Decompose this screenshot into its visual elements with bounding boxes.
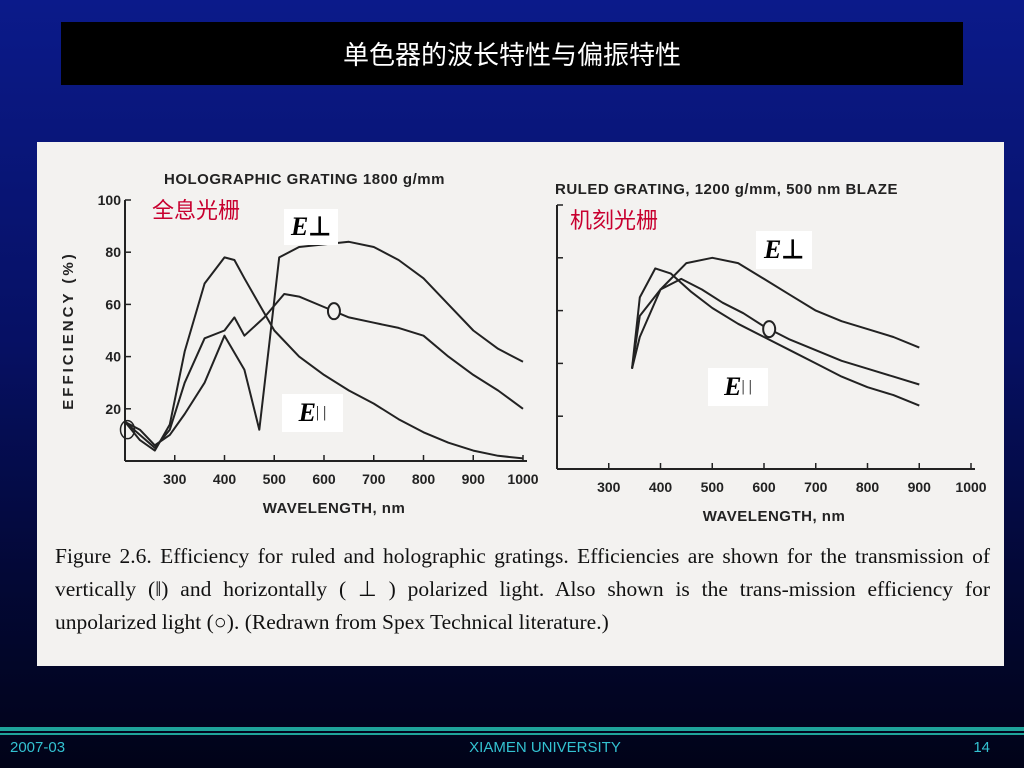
holo-y-tick-label: 20 bbox=[105, 401, 121, 417]
holo-series-line bbox=[124, 256, 524, 460]
holo-label-eperp: E ⊥ bbox=[284, 209, 338, 245]
ruled-x-tick-label: 500 bbox=[701, 479, 725, 495]
holo-x-tick-label: 900 bbox=[462, 471, 486, 487]
ruled-label-epar-sub: | | bbox=[741, 378, 752, 395]
holo-y-tick-label: 100 bbox=[98, 192, 122, 208]
ruled-x-axis-label: WAVELENGTH, nm bbox=[703, 508, 846, 525]
ruled-x-tick-label: 900 bbox=[908, 479, 932, 495]
ruled-x-tick-label: 300 bbox=[597, 479, 621, 495]
ruled-chinese-label: 机刻光栅 bbox=[570, 209, 658, 234]
ruled-chart-title: RULED GRATING, 1200 g/mm, 500 nm BLAZE bbox=[555, 181, 898, 198]
holo-x-tick-label: 400 bbox=[213, 471, 237, 487]
holo-label-epar: E | | bbox=[282, 394, 343, 432]
holo-series-line bbox=[124, 293, 524, 449]
ruled-label-eperp: E ⊥ bbox=[756, 231, 812, 269]
holo-x-tick-label: 1000 bbox=[507, 471, 538, 487]
holo-y-tick-label: 40 bbox=[105, 349, 121, 365]
ruled-series-line bbox=[631, 256, 920, 369]
holo-chinese-label: 全息光栅 bbox=[152, 199, 240, 224]
ruled-unpolarized-marker bbox=[762, 320, 777, 339]
slide-title: 单色器的波长特性与偏振特性 bbox=[61, 22, 963, 85]
holo-y-tick-label: 80 bbox=[105, 244, 121, 260]
footer-divider bbox=[0, 727, 1024, 731]
ruled-label-eperp-sub: ⊥ bbox=[781, 235, 804, 264]
footer-divider-thin bbox=[0, 733, 1024, 735]
footer-page-number: 14 bbox=[973, 739, 990, 756]
holo-label-eperp-main: E bbox=[291, 212, 309, 241]
footer-university: XIAMEN UNIVERSITY bbox=[469, 739, 621, 756]
ruled-x-tick-label: 1000 bbox=[955, 479, 986, 495]
ruled-x-tick-label: 800 bbox=[856, 479, 880, 495]
holo-x-tick-label: 300 bbox=[163, 471, 187, 487]
footer-date: 2007-03 bbox=[10, 739, 66, 756]
grating-efficiency-charts: HOLOGRAPHIC GRATING 1800 g/mm 全息光栅 300 400 5… bbox=[60, 171, 987, 525]
ruled-series-line bbox=[631, 277, 920, 386]
holo-x-tick-label: 700 bbox=[362, 471, 386, 487]
ruled-series-line bbox=[631, 267, 920, 407]
holo-label-eperp-sub: ⊥ bbox=[308, 212, 331, 241]
holo-y-tick-label: 60 bbox=[105, 296, 121, 312]
holo-start-marker bbox=[119, 419, 136, 440]
holo-x-axis-label: WAVELENGTH, nm bbox=[263, 500, 406, 517]
figure-panel: HOLOGRAPHIC GRATING 1800 g/mm 全息光栅 300 400 5… bbox=[37, 142, 1004, 666]
ruled-label-eperp-main: E bbox=[764, 235, 782, 264]
ruled-label-epar-main: E bbox=[724, 372, 742, 401]
holo-y-axis-label: EFFICIENCY (%) bbox=[60, 251, 77, 409]
holo-x-tick-label: 600 bbox=[312, 471, 336, 487]
ruled-x-tick-label: 600 bbox=[752, 479, 776, 495]
holo-unpolarized-marker bbox=[326, 302, 341, 321]
holo-series-line bbox=[124, 240, 524, 447]
ruled-x-tick-label: 700 bbox=[804, 479, 828, 495]
figure-caption: Figure 2.6. Efficiency for ruled and hol… bbox=[55, 544, 990, 634]
holo-x-tick-label: 500 bbox=[263, 471, 287, 487]
ruled-x-tick-label: 400 bbox=[649, 479, 673, 495]
holo-label-epar-main: E bbox=[298, 398, 316, 427]
ruled-label-epar: E | | bbox=[708, 368, 768, 406]
holo-chart-title: HOLOGRAPHIC GRATING 1800 g/mm bbox=[164, 171, 445, 188]
holo-x-tick-label: 800 bbox=[412, 471, 436, 487]
holo-label-epar-sub: | | bbox=[315, 404, 327, 421]
